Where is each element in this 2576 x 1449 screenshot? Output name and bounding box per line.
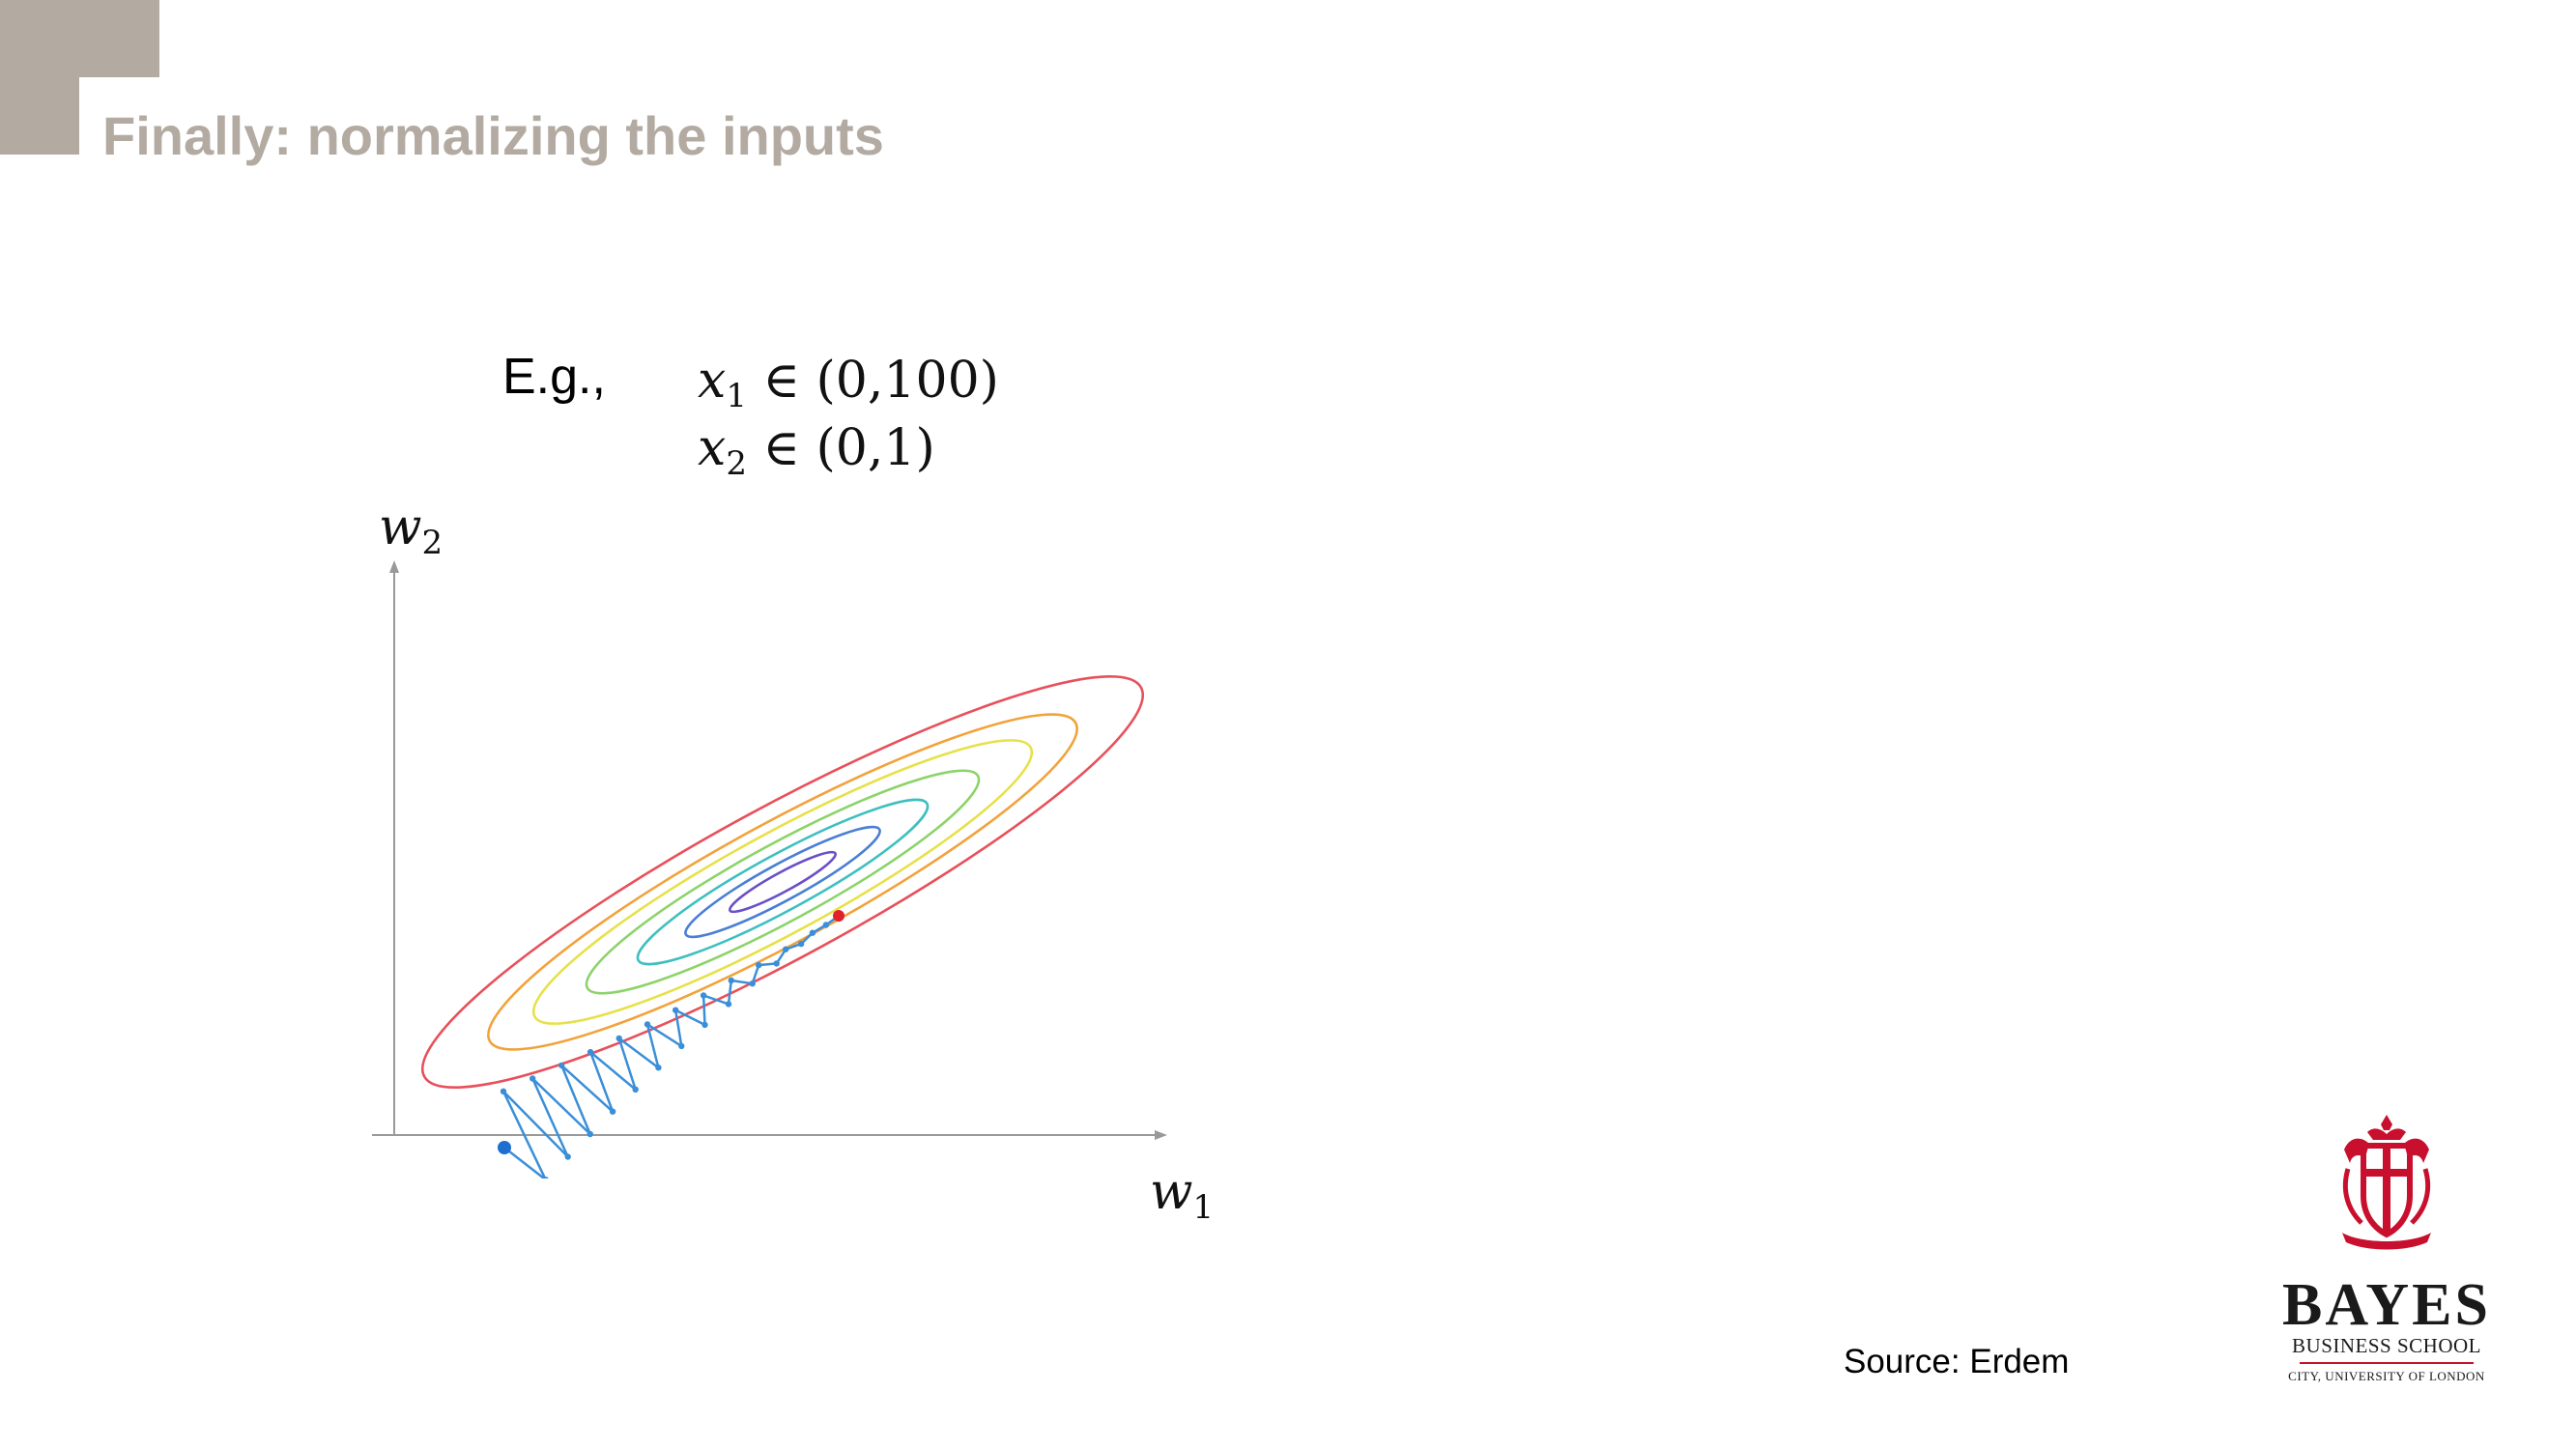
path-point xyxy=(773,960,780,967)
contour-ellipse xyxy=(420,674,1145,1090)
logo-school: BUSINESS SCHOOL xyxy=(2292,1334,2481,1357)
path-point xyxy=(655,1065,662,1071)
contour-ellipse xyxy=(531,739,1034,1025)
contour-lines xyxy=(420,674,1145,1090)
path-point xyxy=(701,1021,708,1029)
equation-x1-range: x1 ∈ (0,100) xyxy=(698,352,999,415)
path-point xyxy=(564,1153,571,1160)
source-citation: Source: Erdem xyxy=(1844,1343,2070,1380)
corner-decoration xyxy=(0,0,159,155)
path-point xyxy=(797,940,805,948)
path-point xyxy=(632,1086,639,1093)
contour-ellipse xyxy=(487,713,1078,1051)
x-axis-arrowhead xyxy=(1155,1130,1167,1140)
path-point xyxy=(756,961,762,969)
equation-x2-range: x2 ∈ (0,1) xyxy=(698,419,935,483)
logo-university: CITY, UNIVERSITY OF LONDON xyxy=(2288,1369,2485,1383)
path-point xyxy=(609,1108,616,1115)
gradient-descent-path xyxy=(501,914,840,1179)
path-point xyxy=(542,1177,549,1179)
path-point xyxy=(587,1130,593,1138)
path-point xyxy=(530,1075,536,1082)
path-point xyxy=(783,946,789,952)
path-point xyxy=(644,1021,651,1028)
y-axis-label-w2: w2 xyxy=(379,498,444,562)
path-points xyxy=(500,922,830,1179)
contour-ellipse xyxy=(684,825,881,939)
contour-ellipse xyxy=(729,850,837,914)
minimum-point xyxy=(833,910,844,922)
path-point xyxy=(822,922,830,928)
path-point xyxy=(673,1007,679,1013)
contour-ellipse xyxy=(636,798,930,966)
x-axis-label-w1: w1 xyxy=(1150,1163,1215,1227)
path-point xyxy=(678,1042,685,1050)
path-point xyxy=(615,1035,622,1042)
slide-title: Finally: normalizing the inputs xyxy=(102,105,884,166)
gradient-descent-contour-plot xyxy=(372,560,1167,1179)
path-point xyxy=(749,980,756,987)
logo-divider xyxy=(2300,1362,2474,1364)
contour-ellipse xyxy=(585,769,981,995)
path-point xyxy=(587,1048,594,1056)
path-point xyxy=(809,929,816,936)
crest-icon xyxy=(2342,1115,2431,1250)
bayes-logo: BAYES BUSINESS SCHOOL CITY, UNIVERSITY O… xyxy=(2271,1111,2503,1401)
y-axis-arrowhead xyxy=(389,560,399,573)
path-point xyxy=(500,1088,507,1094)
start-point xyxy=(498,1141,511,1154)
path-point xyxy=(700,992,707,999)
path-point xyxy=(558,1062,565,1069)
logo-name: BAYES xyxy=(2281,1272,2492,1338)
path-point xyxy=(725,1001,732,1008)
path-point xyxy=(728,977,734,984)
example-label: E.g., xyxy=(502,349,606,405)
